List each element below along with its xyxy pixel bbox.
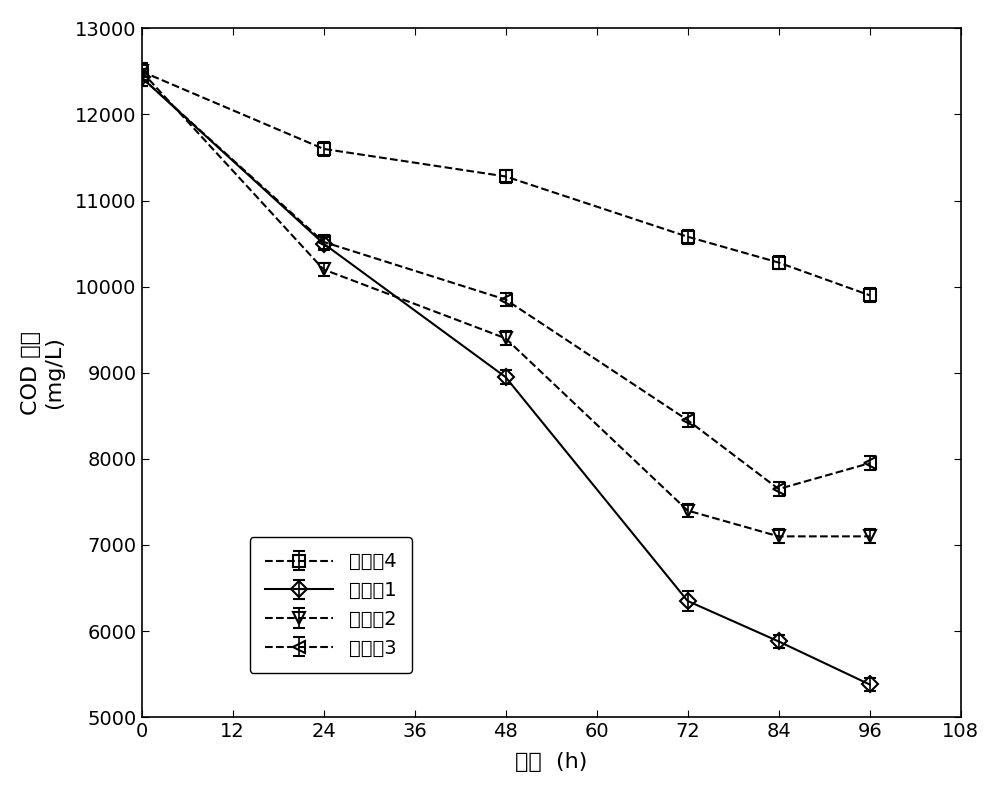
- Legend: 实施夗4, 实施夗1, 实施夗2, 实施夗3: 实施夗4, 实施夗1, 实施夗2, 实施夗3: [250, 537, 412, 673]
- Y-axis label: COD 浓度
(mg/L): COD 浓度 (mg/L): [21, 331, 64, 415]
- X-axis label: 时间  (h): 时间 (h): [515, 753, 587, 772]
